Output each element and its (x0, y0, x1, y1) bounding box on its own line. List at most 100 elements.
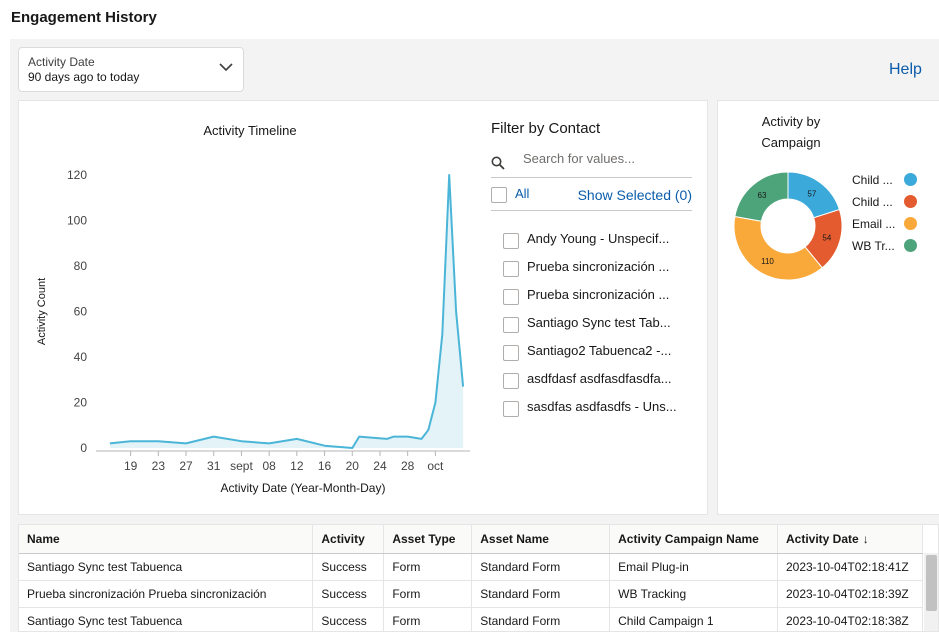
legend-item[interactable]: Child ... (852, 170, 922, 192)
table-cell: Success (312, 553, 385, 581)
contact-item[interactable]: Santiago2 Tabuenca2 -... (503, 338, 703, 366)
column-header-asset-type[interactable]: Asset Type (383, 525, 473, 554)
engagement-table: Name Activity Asset Type Asset Name Acti… (18, 524, 939, 632)
column-header-label: Activity (321, 531, 365, 546)
contact-item[interactable]: asdfdasf asdfasdfasdfa... (503, 366, 703, 394)
contact-name: Prueba sincronización ... (527, 287, 670, 302)
x-tick-label: 12 (290, 459, 304, 473)
table-cell: Santiago Sync test Tabuenca (19, 607, 314, 631)
column-header-campaign-name[interactable]: Activity Campaign Name (609, 525, 778, 554)
timeline-line (109, 174, 465, 449)
column-header-label: Activity Campaign Name (618, 531, 759, 546)
x-tick-label: 20 (346, 459, 360, 473)
table-row[interactable]: Santiago Sync test Tabuenca Success Form St… (19, 607, 924, 631)
column-header-label: Asset Name (480, 531, 549, 546)
column-header-activity-date[interactable]: Activity Date ↓ (777, 525, 924, 554)
contact-name: Andy Young - Unspecif... (527, 231, 670, 246)
activity-by-campaign-chart: 57 54 110 63 (733, 171, 843, 281)
table-scrollbar[interactable] (924, 553, 938, 631)
campaign-chart-title: Activity by Campaign (740, 111, 842, 153)
table-header-row: Name Activity Asset Type Asset Name Acti… (19, 525, 924, 554)
table-cell: 2023-10-04T02:18:41Z (777, 553, 924, 581)
table-cell: 2023-10-04T02:18:38Z (777, 607, 924, 631)
y-tick-label: 120 (67, 168, 87, 182)
legend-label: Email ... (852, 217, 896, 231)
table-cell: Form (383, 607, 473, 631)
activity-timeline-chart: 0 20 40 60 80 100 120 Activity Count 19 23 27 31 sep… (36, 168, 470, 495)
contact-item[interactable]: Andy Young - Unspecif... (503, 226, 703, 254)
legend-label: Child ... (852, 173, 893, 187)
legend-swatch (904, 173, 917, 186)
slice-value-label: 57 (807, 189, 816, 198)
table-cell: Form (383, 580, 473, 608)
contact-checkbox[interactable] (503, 373, 519, 389)
contact-name: sasdfas asdfasdfs - Uns... (527, 399, 677, 414)
x-tick-label: 23 (152, 459, 166, 473)
legend-item[interactable]: Child ... (852, 192, 922, 214)
table-cell: Standard Form (471, 553, 611, 581)
chevron-down-icon[interactable] (219, 62, 233, 72)
legend-swatch (904, 217, 917, 230)
column-header-label: Asset Type (392, 531, 456, 546)
table-row[interactable]: Santiago Sync test Tabuenca Success Form St… (19, 553, 924, 581)
x-tick-label: 31 (207, 459, 221, 473)
y-tick-label: 0 (80, 441, 87, 455)
show-selected-link[interactable]: Show Selected (0) (577, 187, 692, 203)
contact-checkbox[interactable] (503, 401, 519, 417)
column-header-activity[interactable]: Activity (312, 525, 385, 554)
y-tick-label: 80 (74, 259, 88, 273)
sort-descending-icon[interactable]: ↓ (862, 531, 869, 546)
timeline-title: Activity Timeline (203, 123, 297, 138)
x-tick-label: 19 (124, 459, 138, 473)
donut-slice[interactable] (734, 171, 789, 222)
contact-checkbox[interactable] (503, 289, 519, 305)
column-header-name[interactable]: Name (19, 525, 314, 554)
activity-date-filter[interactable]: Activity Date 90 days ago to today (18, 47, 244, 92)
column-header-label: Name (27, 531, 60, 546)
legend-swatch (904, 239, 917, 252)
campaign-card (717, 100, 939, 515)
contact-checkbox[interactable] (503, 317, 519, 333)
y-tick-label: 20 (74, 396, 88, 410)
y-tick-label: 100 (67, 214, 87, 228)
contact-name: Santiago Sync test Tab... (527, 315, 671, 330)
x-tick-label: oct (427, 459, 444, 473)
legend-swatch (904, 195, 917, 208)
table-cell: Santiago Sync test Tabuenca (19, 553, 314, 581)
contact-name: Santiago2 Tabuenca2 -... (527, 343, 672, 358)
campaign-title-line1: Activity by (761, 114, 821, 129)
contact-search-input[interactable]: Search for values... (491, 150, 692, 178)
help-link[interactable]: Help (889, 61, 922, 78)
table-row[interactable]: Prueba sincronización Prueba sincronizac… (19, 580, 924, 608)
legend-item[interactable]: WB Tr... (852, 236, 922, 258)
legend-label: WB Tr... (852, 239, 895, 253)
contact-name: Prueba sincronización ... (527, 259, 670, 274)
table-cell: 2023-10-04T02:18:39Z (777, 580, 924, 608)
contact-checkbox[interactable] (503, 345, 519, 361)
legend-label: Child ... (852, 195, 893, 209)
scrollbar-thumb[interactable] (926, 555, 937, 611)
select-all-checkbox[interactable] (491, 187, 507, 203)
date-filter-value: 90 days ago to today (28, 70, 140, 84)
filter-by-contact-title: Filter by Contact (491, 120, 601, 137)
x-tick-label: 28 (401, 459, 415, 473)
contact-item[interactable]: Prueba sincronización ... (503, 254, 703, 282)
donut-slice[interactable] (733, 215, 823, 281)
column-header-asset-name[interactable]: Asset Name (471, 525, 611, 554)
table-cell: Form (383, 553, 473, 581)
table-cell: Success (312, 580, 385, 608)
search-icon (491, 156, 505, 170)
contact-item[interactable]: sasdfas asdfasdfs - Uns... (503, 394, 703, 422)
y-tick-label: 60 (74, 305, 88, 319)
all-label[interactable]: All (515, 186, 530, 201)
campaign-title-line2: Campaign (761, 135, 821, 150)
search-placeholder: Search for values... (523, 151, 635, 166)
contact-item[interactable]: Santiago Sync test Tab... (503, 310, 703, 338)
contact-item[interactable]: Prueba sincronización ... (503, 282, 703, 310)
x-tick-label: 08 (262, 459, 276, 473)
legend-item[interactable]: Email ... (852, 214, 922, 236)
contact-checkbox[interactable] (503, 261, 519, 277)
slice-value-label: 110 (761, 257, 774, 266)
y-tick-label: 40 (74, 350, 88, 364)
contact-checkbox[interactable] (503, 233, 519, 249)
